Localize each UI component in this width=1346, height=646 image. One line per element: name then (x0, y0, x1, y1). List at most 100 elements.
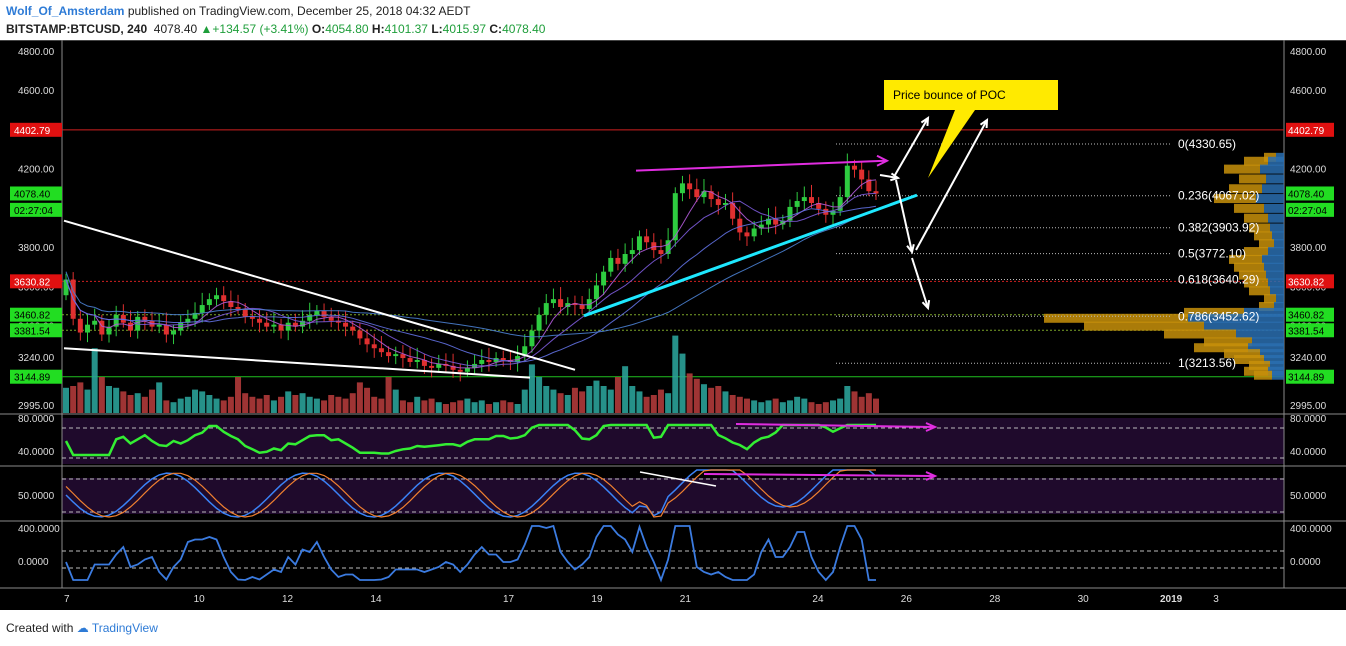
price-tick-right: 3240.00 (1290, 353, 1327, 364)
stoch-divergence-line (703, 473, 935, 477)
candle-up (593, 285, 599, 300)
price-label-left-text: 3630.82 (14, 277, 51, 288)
candle-down (507, 360, 513, 362)
volume-bar-down (851, 391, 858, 413)
open-value: 4054.80 (325, 22, 369, 36)
volume-bar-down (693, 378, 700, 413)
volume-profile-bar (1272, 231, 1284, 241)
volume-profile-bar (1264, 294, 1276, 304)
candle-up (830, 210, 836, 215)
price-label-right (1286, 202, 1334, 217)
high-value: 4101.37 (384, 22, 428, 36)
poc-callout-text: Price bounce of POC (893, 88, 1006, 102)
tradingview-brand[interactable]: TradingView (91, 621, 158, 635)
volume-bar-down (858, 396, 865, 413)
candle-up (307, 314, 313, 321)
candle-up (701, 191, 707, 198)
price-label-left (10, 369, 62, 384)
volume-bar-down (485, 404, 492, 413)
volume-bar-up (285, 391, 292, 413)
candle-up (543, 303, 549, 315)
candle-down (579, 305, 585, 309)
volume-bar-down (686, 373, 693, 413)
volume-bar-down (815, 404, 822, 413)
volume-bar-down (328, 395, 335, 413)
volume-profile-bar (1264, 203, 1284, 213)
volume-profile-bar (1249, 286, 1270, 296)
scenario-arrow (911, 257, 929, 309)
volume-bar-up (844, 386, 851, 413)
x-tick: 21 (680, 594, 692, 605)
volume-profile-bar (1268, 247, 1284, 257)
candle-down (644, 236, 650, 243)
volume-bar-up (629, 386, 636, 413)
divergence-arrow (876, 154, 890, 167)
candle-up (665, 240, 671, 255)
volume-bar-down (643, 396, 650, 413)
wedge-lower-trendline (63, 347, 531, 379)
x-tick: 3 (1213, 594, 1219, 605)
volume-profile-bar (1244, 213, 1268, 223)
candle-down (421, 360, 427, 366)
volume-bar-up (113, 387, 120, 413)
candle-up (515, 356, 521, 362)
volume-bar-up (829, 400, 836, 413)
stoch-divergence-arrow (925, 471, 938, 481)
price-label-left-text: 3144.89 (14, 373, 51, 384)
candle-down (163, 324, 169, 335)
volume-profile-bar (1268, 156, 1284, 166)
volume-bar-down (399, 400, 406, 413)
volume-bar-up (192, 389, 199, 413)
volume-bar-up (700, 384, 707, 413)
volume-profile-bar (1268, 278, 1284, 288)
x-tick: 28 (989, 594, 1001, 605)
candle-down (335, 320, 341, 323)
volume-profile-bar (1270, 223, 1284, 233)
volume-bar-down (163, 400, 170, 413)
volume-bar-up (521, 389, 528, 413)
volume-bar-down (457, 400, 464, 413)
candle-down (816, 202, 822, 209)
volume-profile-bar (1234, 262, 1264, 272)
candle-up (622, 254, 628, 264)
candle-up (92, 320, 98, 325)
candle-up (185, 318, 191, 323)
candle-up (493, 358, 499, 362)
candle-up (192, 312, 198, 319)
volume-profile-bar (1244, 278, 1268, 288)
candle-down (407, 358, 413, 362)
fib-level-label: 0(4330.65) (1178, 137, 1236, 151)
candle-up (85, 324, 91, 333)
volume-profile-bar (1254, 231, 1272, 241)
osc-tick-left: 400.0000 (18, 524, 60, 535)
price-tick-right: 4600.00 (1290, 86, 1327, 97)
close-value: 4078.40 (502, 22, 546, 36)
volume-profile-bar (1270, 360, 1284, 370)
volume-bar-up (679, 353, 686, 413)
volume-bar-up (586, 386, 593, 413)
moving-average-line (65, 209, 877, 338)
volume-bar-down (256, 398, 263, 413)
candle-down (257, 318, 263, 323)
x-tick: 12 (282, 594, 294, 605)
volume-bar-up (837, 398, 844, 413)
author-link[interactable]: Wolf_Of_Amsterdam (6, 4, 125, 18)
volume-bar-up (213, 398, 220, 413)
volume-bar-up (493, 402, 500, 413)
volume-bar-up (206, 395, 213, 413)
candle-down (120, 314, 126, 323)
volume-bar-up (665, 393, 672, 413)
price-tick-right: 4800.00 (1290, 47, 1327, 58)
stoch-k-line (65, 469, 877, 518)
price-label-right (1286, 307, 1334, 322)
volume-bar-down (342, 398, 349, 413)
symbol-info: BITSTAMP:BTCUSD, 240 4078.40 ▲+134.57 (+… (6, 22, 545, 36)
volume-bar-down (450, 402, 457, 413)
volume-bar-up (636, 391, 643, 413)
volume-profile-bar (1252, 337, 1284, 347)
chart-canvas[interactable]: 4800.004800.004600.004600.004400.004400.… (0, 40, 1346, 610)
volume-profile-bar (1188, 313, 1284, 323)
candle-down (572, 303, 578, 306)
volume-profile-bar (1184, 307, 1244, 317)
candle-down (249, 316, 255, 319)
